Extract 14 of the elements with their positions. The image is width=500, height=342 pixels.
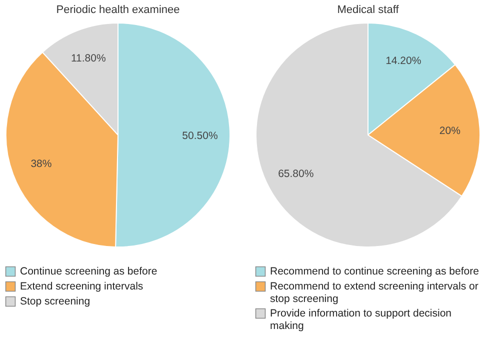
data-label: 14.20%: [386, 55, 422, 68]
chart-title: Medical staff: [337, 4, 400, 16]
legend-label: Stop screening: [20, 296, 90, 308]
data-label: 11.80%: [70, 52, 106, 65]
data-label: 20%: [439, 124, 460, 137]
data-label: 38%: [30, 158, 52, 170]
chart-title: Periodic health examinee: [56, 4, 180, 16]
legend-label: Extend screening intervals: [20, 280, 144, 292]
data-label: 50.50%: [182, 130, 218, 142]
legend-label: Provide information to support decision making: [270, 308, 452, 332]
legend-label: Recommend to continue screening as before: [270, 266, 480, 278]
data-label: 65.80%: [278, 168, 314, 180]
legend-label: Continue screening as before: [20, 266, 158, 278]
legend-label: Recommend to extend screening intervals or stop screening: [270, 280, 479, 305]
